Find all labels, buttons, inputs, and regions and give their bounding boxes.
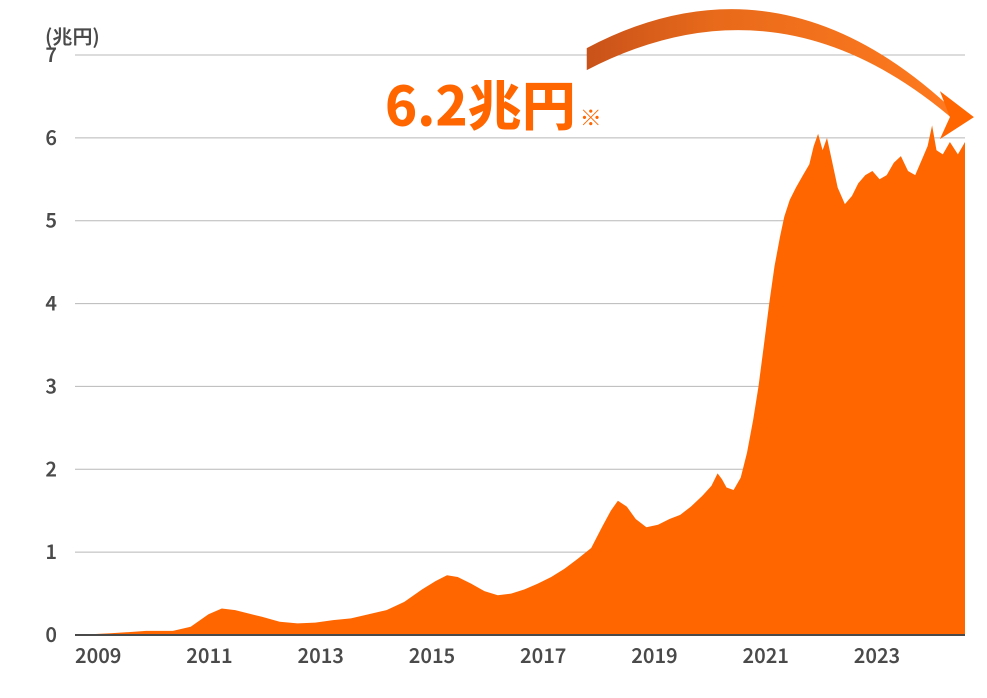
x-tick-label: 2011 — [186, 640, 232, 669]
y-axis-title: (兆円) — [45, 21, 100, 50]
x-tick-label: 2013 — [298, 640, 344, 669]
y-tick-label: 4 — [45, 288, 57, 317]
x-tick-label: 2023 — [854, 640, 900, 669]
x-tick-label: 2015 — [409, 640, 455, 669]
market-size-area-chart: 01234567(兆円)2009201120132015201720192021… — [0, 0, 987, 698]
y-tick-label: 2 — [45, 453, 57, 482]
x-tick-label: 2017 — [520, 640, 566, 669]
callout-arrow-arc — [587, 9, 956, 122]
x-tick-label: 2019 — [631, 640, 677, 669]
y-tick-label: 5 — [45, 205, 57, 234]
chart-svg: 01234567(兆円)2009201120132015201720192021… — [0, 0, 987, 698]
x-tick-label: 2021 — [743, 640, 789, 669]
y-tick-label: 0 — [45, 619, 57, 648]
callout-arrow-head-icon — [940, 91, 974, 139]
headline-value-text: 6.2兆円 — [385, 62, 576, 141]
y-tick-label: 3 — [45, 370, 57, 399]
x-tick-label: 2009 — [75, 640, 121, 669]
y-tick-label: 1 — [45, 536, 57, 565]
y-tick-label: 6 — [45, 122, 57, 151]
area-series — [75, 125, 965, 635]
headline-value: 6.2兆円※ — [385, 62, 602, 141]
footnote-mark: ※ — [580, 100, 602, 132]
